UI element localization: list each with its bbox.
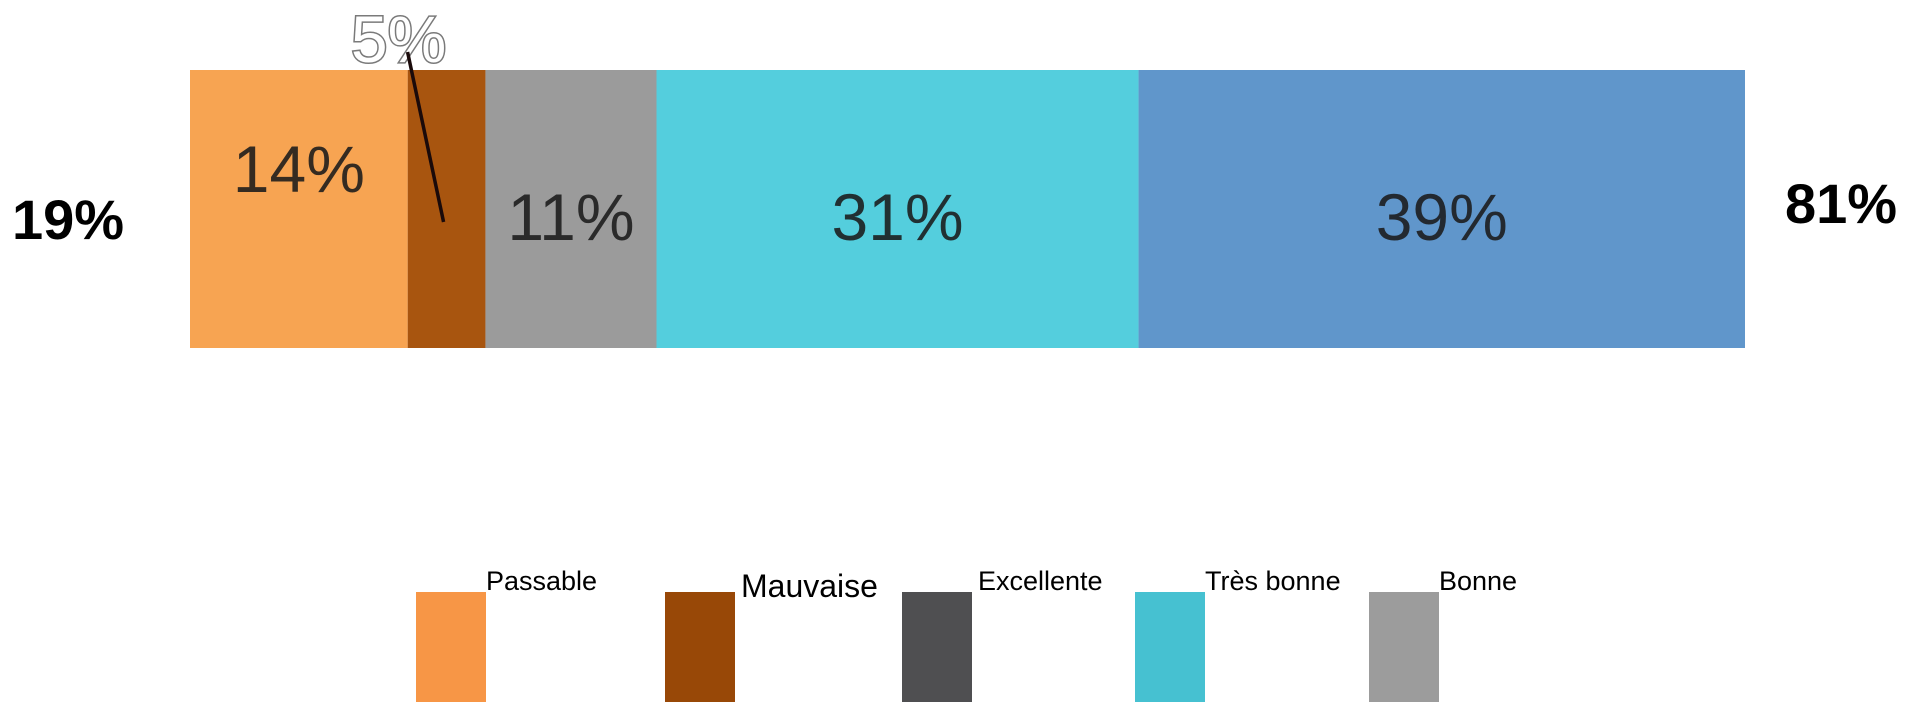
legend-label-excellente: Excellente [978,566,1103,596]
legend-label-passable: Passable [486,566,598,596]
data-label-mauvaise: 5% [351,2,446,76]
legend-swatch-passable [416,592,486,702]
leader-line-mauvaise [405,51,446,223]
data-label-excellente: 39% [1376,180,1508,254]
bar-segment-excellente [1138,70,1745,348]
data-label-tres-bonne: 31% [831,180,963,254]
legend-label-bonne: Bonne [1439,566,1518,596]
bar-segment-bonne [485,70,657,348]
legend-label-mauvaise: Mauvaise [741,568,878,604]
bar-segment-passable [190,70,408,348]
legend-swatch-excellente [902,592,972,702]
legend-swatch-bonne [1369,592,1439,702]
bar-segment-tres-bonne [656,70,1139,348]
legend-label-tres-bonne: Très bonne [1205,566,1341,596]
legend-swatch-tres-bonne [1135,592,1205,702]
legend-swatch-mauvaise [665,592,735,702]
data-label-bonne: 11% [507,180,634,254]
positive-total-label: 81% [1785,172,1898,235]
negative-total-label: 19% [12,188,125,251]
stacked-bar-chart: 14% 5% 11% 31% 39% [190,1,1745,348]
data-label-passable: 14% [233,132,365,206]
